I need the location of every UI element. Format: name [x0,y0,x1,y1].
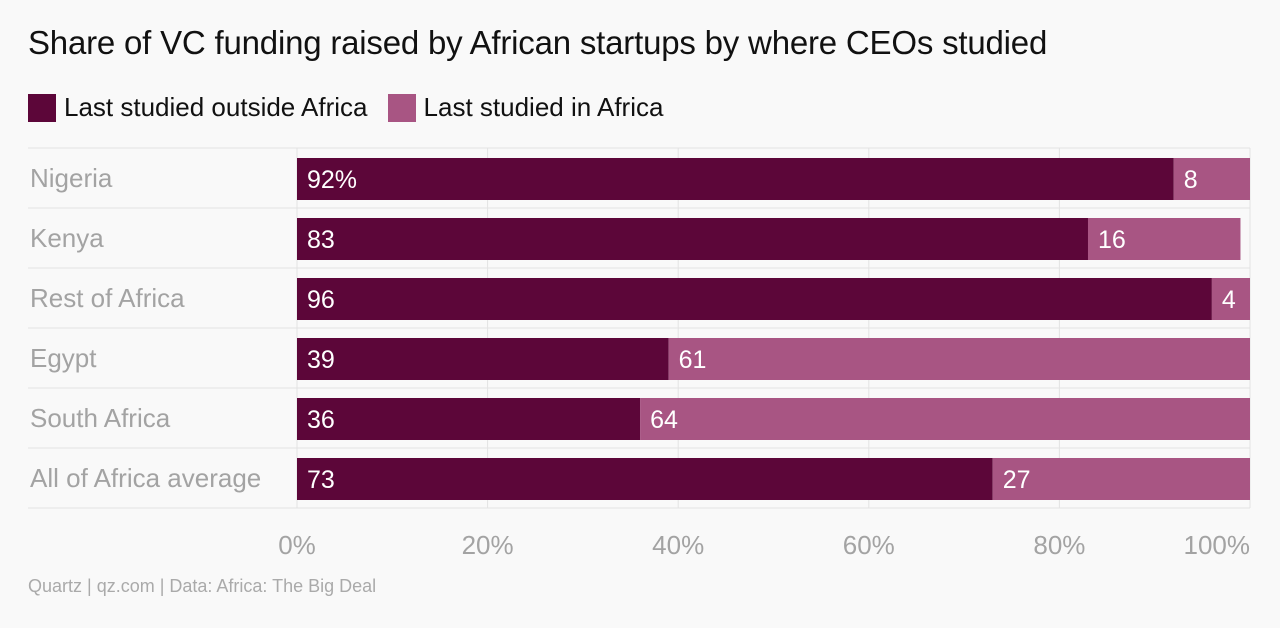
bar-segment [1173,158,1250,200]
category-label: Rest of Africa [30,283,185,313]
bar-segment [297,158,1174,200]
category-label: Kenya [30,223,104,253]
category-label: Nigeria [30,163,113,193]
x-tick-label: 0% [278,530,316,560]
bar-segment [640,398,1250,440]
category-label: All of Africa average [30,463,261,493]
data-label: 64 [650,406,678,434]
bar-segment [297,458,993,500]
legend: Last studied outside Africa Last studied… [28,92,683,123]
x-tick-label: 60% [843,530,895,560]
category-label: Egypt [30,343,97,373]
data-label: 16 [1098,226,1126,254]
data-label: 4 [1222,286,1236,314]
source-note: Quartz | qz.com | Data: Africa: The Big … [28,576,377,596]
legend-swatch-outside [28,93,56,122]
x-tick-label: 80% [1033,530,1085,560]
data-label: 36 [307,406,335,434]
x-tick-label: 40% [652,530,704,560]
legend-item-in-africa: Last studied in Africa [387,92,664,123]
data-label: 8 [1184,166,1198,194]
bar-segment [297,218,1088,260]
bar-segment [1211,278,1250,320]
x-tick-label: 100% [1184,530,1251,560]
legend-swatch-in-africa [387,93,416,122]
bar-segment [297,398,641,440]
bar-segment [297,338,669,380]
bar-segment [297,278,1212,320]
bar-segment [992,458,1250,500]
data-label: 96 [307,286,335,314]
x-tick-label: 20% [462,530,514,560]
data-label: 39 [307,346,335,374]
legend-item-outside: Last studied outside Africa [28,92,368,123]
data-label: 27 [1003,466,1031,494]
legend-label-in-africa: Last studied in Africa [423,92,664,122]
bar-segment [1087,218,1241,260]
bar-segment [668,338,1250,380]
chart-title: Share of VC funding raised by African st… [28,24,1048,61]
data-label: 61 [679,346,707,374]
data-label: 83 [307,226,335,254]
category-label: South Africa [30,403,171,433]
data-label: 73 [307,466,335,494]
data-label: 92% [307,166,357,194]
legend-label-outside: Last studied outside Africa [64,92,368,122]
